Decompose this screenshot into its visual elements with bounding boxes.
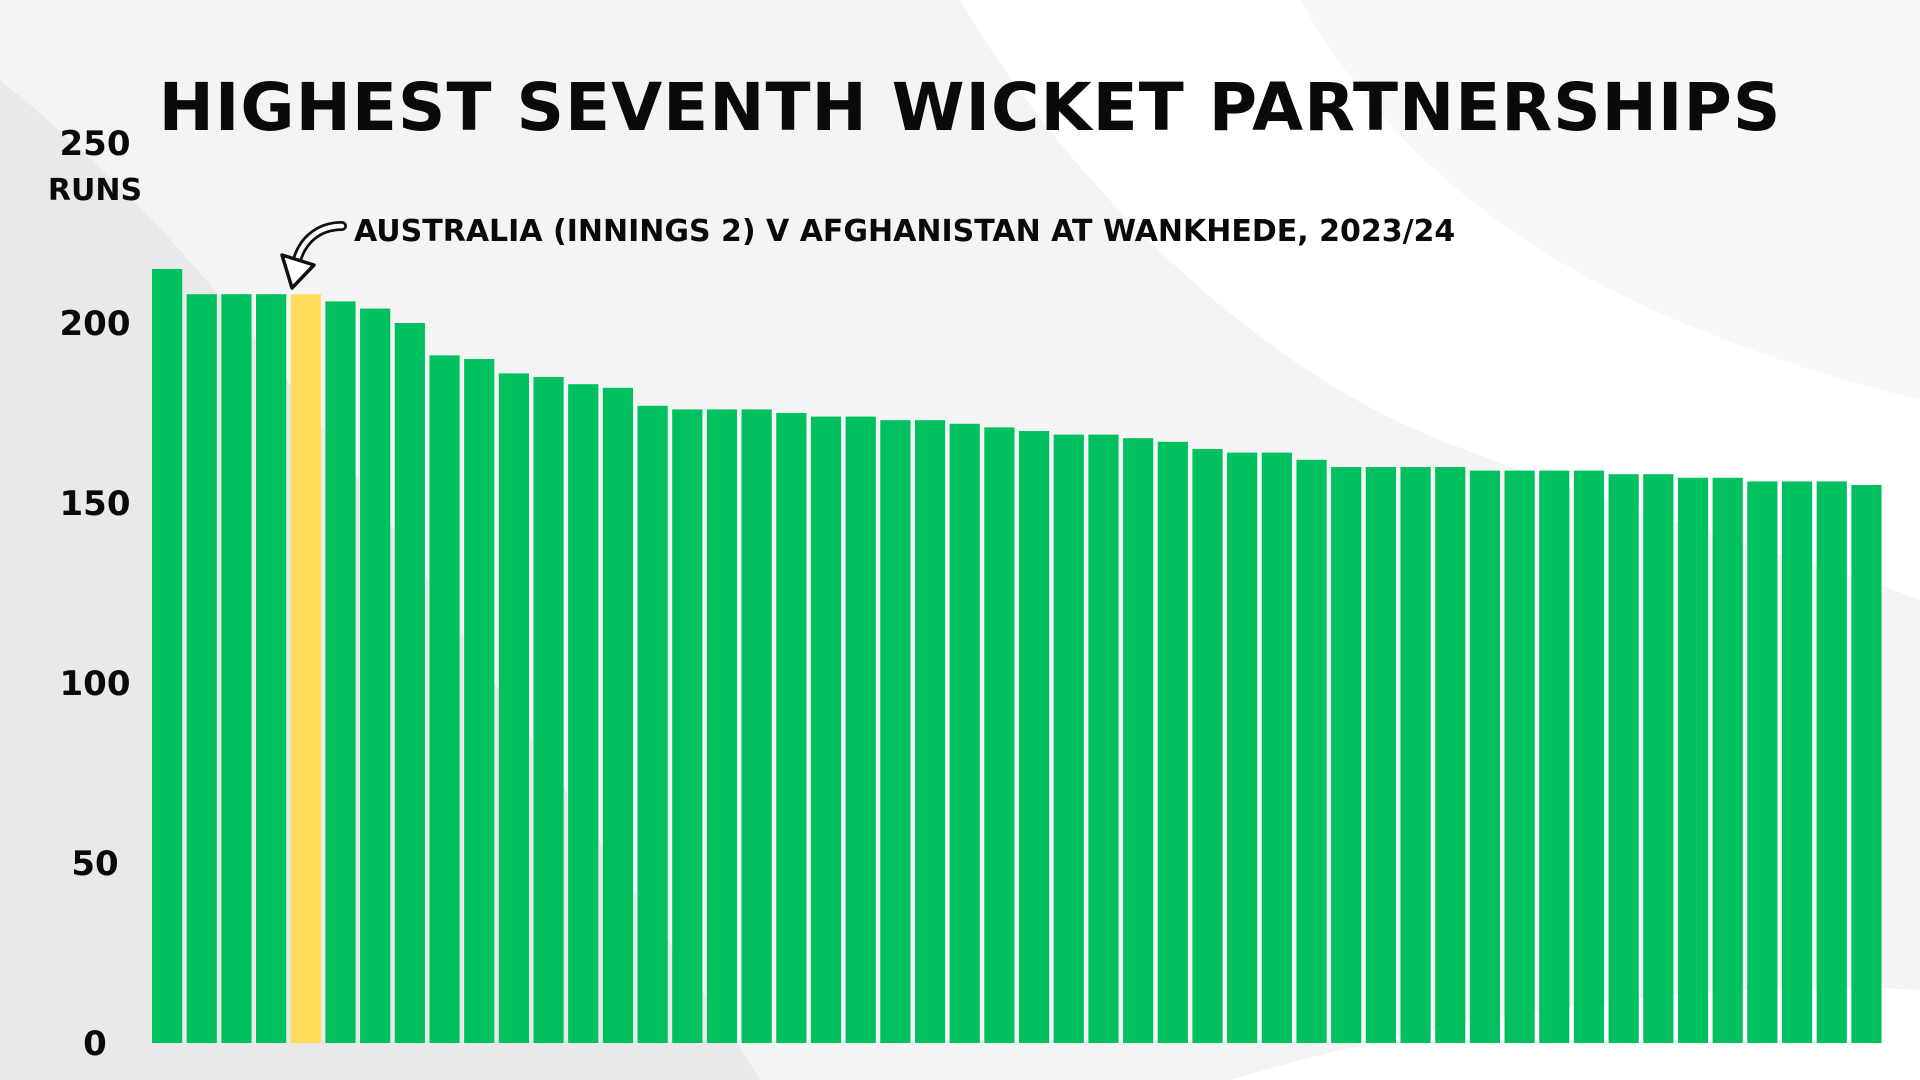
bar xyxy=(1227,452,1258,1044)
bar xyxy=(152,269,183,1043)
bar xyxy=(810,416,842,1044)
bar xyxy=(1261,452,1292,1044)
bar xyxy=(949,423,980,1043)
y-axis-unit-label: RUNS xyxy=(48,173,142,208)
bar xyxy=(672,409,703,1043)
bar xyxy=(429,355,460,1043)
bar xyxy=(1469,470,1501,1044)
bar xyxy=(1053,434,1084,1044)
bar xyxy=(1747,481,1778,1043)
y-tick-label: 50 xyxy=(71,844,118,884)
bar xyxy=(1157,441,1188,1043)
annotation-label: AUSTRALIA (INNINGS 2) V AFGHANISTAN AT W… xyxy=(354,214,1455,249)
bar xyxy=(1504,470,1535,1044)
bar xyxy=(464,359,495,1043)
bar xyxy=(776,413,807,1043)
bar xyxy=(880,420,911,1043)
bar xyxy=(1019,431,1050,1043)
bar xyxy=(360,308,391,1044)
bar xyxy=(394,323,425,1043)
bars-group xyxy=(152,269,1882,1044)
bar xyxy=(1192,449,1223,1043)
bar xyxy=(845,416,876,1044)
bar xyxy=(1539,470,1570,1044)
bar xyxy=(325,301,356,1043)
y-tick-label: 250 xyxy=(60,124,131,164)
bar xyxy=(1712,477,1743,1043)
bar xyxy=(1331,467,1362,1043)
bar xyxy=(1365,467,1396,1043)
bar xyxy=(706,409,738,1043)
chart-title: HIGHEST SEVENTH WICKET PARTNERSHIPS xyxy=(159,69,1782,146)
bar xyxy=(1400,467,1431,1043)
bar xyxy=(1816,481,1847,1043)
bar xyxy=(533,377,564,1043)
bar xyxy=(1608,474,1639,1043)
bar xyxy=(1643,474,1674,1043)
annotation-arrow-icon xyxy=(280,221,347,290)
bar xyxy=(498,373,529,1043)
bar xyxy=(1435,467,1466,1043)
bar xyxy=(1781,481,1813,1043)
bar xyxy=(221,294,252,1043)
bar xyxy=(741,409,772,1043)
bar-highlighted xyxy=(290,294,321,1043)
y-axis-ticks: 0 50 100 150 200 250 xyxy=(60,124,131,1064)
bar xyxy=(1677,477,1709,1043)
bar xyxy=(568,384,599,1043)
y-tick-label: 150 xyxy=(60,484,131,524)
bar xyxy=(1088,434,1119,1044)
bar xyxy=(1296,459,1327,1043)
y-tick-label: 200 xyxy=(60,304,131,344)
bar xyxy=(984,427,1015,1043)
bar xyxy=(1573,470,1605,1044)
bar xyxy=(914,420,946,1043)
bar xyxy=(602,387,634,1043)
bar xyxy=(1123,438,1154,1043)
y-tick-label: 0 xyxy=(83,1024,107,1064)
bar xyxy=(256,294,287,1043)
bar xyxy=(637,405,668,1043)
bar xyxy=(1851,485,1882,1043)
y-tick-label: 100 xyxy=(60,664,131,704)
bar xyxy=(186,294,217,1043)
